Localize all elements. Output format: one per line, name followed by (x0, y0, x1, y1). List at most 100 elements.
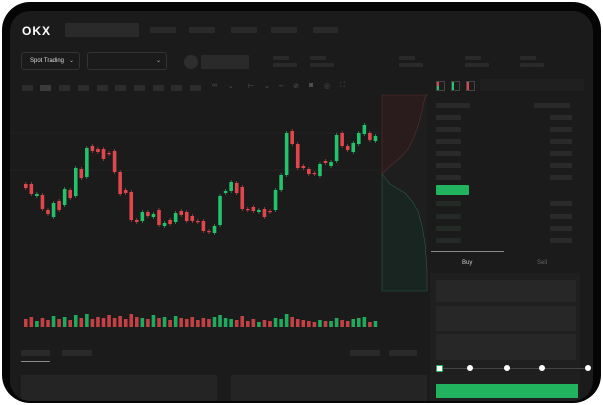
candle[interactable] (307, 169, 311, 174)
candle[interactable] (46, 210, 50, 214)
slider-stop-100[interactable] (585, 365, 591, 371)
candle[interactable] (284, 133, 289, 175)
candle[interactable] (196, 221, 200, 223)
camera-icon[interactable]: ◙ (309, 82, 314, 89)
tab-open-orders[interactable] (21, 350, 50, 356)
candle[interactable] (184, 212, 189, 221)
timeframe-button[interactable] (59, 85, 70, 91)
tab-history[interactable] (62, 350, 92, 356)
percent-slider-track[interactable] (440, 368, 588, 369)
candle[interactable] (68, 190, 72, 198)
candle[interactable] (340, 133, 344, 146)
candle[interactable] (357, 133, 361, 144)
candle[interactable] (279, 175, 283, 190)
ruler-icon[interactable]: ⊘ (293, 83, 299, 90)
candle[interactable] (212, 226, 217, 233)
candle[interactable] (207, 231, 211, 233)
timeframe-button[interactable] (115, 85, 126, 91)
candle[interactable] (62, 189, 67, 205)
candle[interactable] (107, 153, 111, 155)
candle[interactable] (295, 144, 300, 168)
slider-stop-75[interactable] (539, 365, 545, 371)
candle[interactable] (29, 184, 34, 194)
orderbook-bids-icon[interactable] (451, 81, 460, 91)
search-box[interactable] (65, 23, 139, 37)
settings-icon[interactable]: ◎ (324, 83, 331, 90)
candle[interactable] (373, 136, 378, 141)
candle[interactable] (118, 172, 122, 194)
chevron-down-icon[interactable]: ⌄ (264, 83, 270, 90)
draw-icon[interactable]: ⊢ (248, 83, 255, 90)
candle[interactable] (318, 164, 322, 176)
candle[interactable] (301, 166, 306, 168)
market-dropdown[interactable]: Spot Trading ⌄ (21, 52, 80, 70)
candle[interactable] (112, 151, 117, 172)
candle[interactable] (151, 214, 156, 217)
chevron-down-icon[interactable]: ⌄ (228, 83, 234, 90)
candle[interactable] (345, 146, 350, 150)
timeframe-button[interactable] (153, 85, 164, 91)
nav-item[interactable] (189, 27, 215, 33)
candle[interactable] (101, 149, 106, 159)
candle[interactable] (57, 201, 61, 210)
amount-input[interactable] (436, 306, 576, 331)
candle[interactable] (329, 162, 333, 166)
candle[interactable] (157, 210, 161, 225)
candle[interactable] (323, 161, 328, 163)
nav-item[interactable] (231, 27, 257, 33)
candle[interactable] (24, 184, 28, 188)
candle[interactable] (129, 192, 134, 220)
candle[interactable] (368, 133, 372, 140)
candle[interactable] (362, 125, 367, 134)
percent-slider-handle[interactable] (436, 365, 443, 372)
candle[interactable] (90, 146, 95, 151)
orderbook-both-icon[interactable] (436, 81, 445, 91)
candle[interactable] (79, 169, 84, 178)
candle[interactable] (173, 213, 178, 222)
candle[interactable] (179, 211, 183, 215)
nav-item[interactable] (150, 27, 176, 33)
candle[interactable] (351, 143, 356, 152)
candle[interactable] (190, 216, 195, 221)
candle[interactable] (262, 209, 267, 217)
slider-stop-25[interactable] (467, 365, 473, 371)
candle[interactable] (273, 190, 278, 210)
timeframe-button[interactable] (97, 85, 108, 91)
candle[interactable] (35, 194, 39, 196)
candle[interactable] (123, 190, 128, 193)
candle[interactable] (96, 149, 100, 152)
timeframe-button[interactable] (78, 85, 89, 91)
candle[interactable] (135, 220, 139, 222)
timeframe-button[interactable] (190, 85, 201, 91)
timeframe-button[interactable] (40, 85, 51, 91)
candle[interactable] (223, 191, 228, 193)
tab-sell[interactable]: Sell (537, 260, 548, 266)
candle[interactable] (234, 183, 239, 193)
buy-button[interactable] (436, 384, 578, 398)
candlestick-chart[interactable] (10, 11, 593, 401)
price-input[interactable] (436, 280, 576, 302)
candle[interactable] (146, 212, 150, 216)
fullscreen-icon[interactable]: ⛶ (340, 82, 345, 89)
candle[interactable] (51, 203, 56, 217)
total-input[interactable] (436, 334, 576, 360)
candle[interactable] (140, 212, 145, 221)
candle[interactable] (168, 220, 172, 224)
candle[interactable] (85, 148, 89, 177)
nav-item[interactable] (313, 27, 338, 33)
indicator-icon[interactable]: ∞ (212, 82, 217, 89)
slider-stop-50[interactable] (504, 365, 510, 371)
tab-buy[interactable]: Buy (462, 260, 473, 266)
candle[interactable] (240, 187, 245, 209)
line-icon[interactable]: ∼ (278, 83, 284, 90)
candle[interactable] (229, 182, 233, 191)
candle[interactable] (246, 209, 250, 211)
nav-item[interactable] (271, 27, 297, 33)
candle[interactable] (268, 211, 272, 213)
candle[interactable] (40, 195, 45, 209)
timeframe-button[interactable] (171, 85, 182, 91)
candle[interactable] (73, 168, 78, 196)
candle[interactable] (251, 207, 256, 211)
candle[interactable] (334, 135, 339, 161)
candle[interactable] (162, 223, 167, 226)
